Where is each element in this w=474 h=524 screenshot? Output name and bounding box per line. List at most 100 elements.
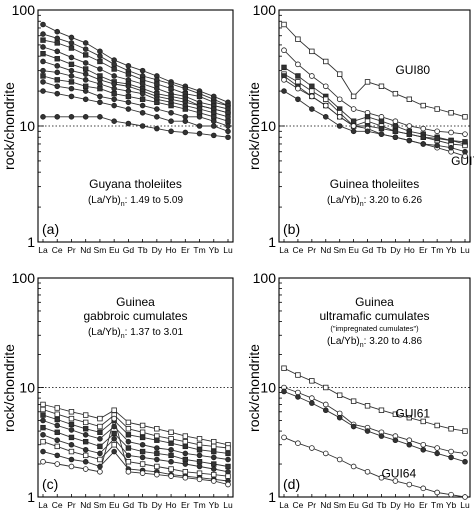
x-tick-label: Yb (446, 500, 457, 510)
data-point (82, 419, 89, 426)
data-point (54, 83, 61, 90)
data-point (392, 437, 399, 444)
series-2 (40, 412, 231, 457)
data-point (225, 468, 231, 475)
data-point (68, 114, 75, 120)
y-tick-label: 1 (27, 489, 35, 505)
data-point (434, 445, 440, 451)
data-point (420, 441, 427, 448)
panel-subtitle: (La/Yb)n: 1.49 to 5.09 (88, 195, 184, 208)
data-point (68, 415, 75, 422)
data-point (182, 129, 189, 136)
data-point (54, 90, 61, 97)
data-point (225, 445, 231, 451)
data-point (434, 142, 440, 149)
data-point (40, 431, 46, 438)
x-tick-label: Pr (308, 245, 317, 255)
data-point (378, 407, 385, 413)
x-tick-label: Dy (152, 500, 163, 510)
data-point (462, 114, 468, 120)
panel-title: Guinea (116, 295, 155, 309)
data-point (139, 109, 146, 116)
data-point (54, 405, 60, 411)
x-tick-label: Gd (123, 245, 135, 255)
data-point (196, 447, 203, 453)
data-point (40, 448, 46, 455)
x-tick-label: Gd (362, 500, 374, 510)
data-point (182, 118, 189, 124)
data-point (420, 102, 426, 109)
x-tick-label: Dy (390, 245, 401, 255)
panel-3: 1 10 100 rock/chondrite La Ce Pr Nd Sm Eu Gd Tb Dy Ho… (246, 270, 471, 510)
panel-subtitle: (La/Yb)n: 3.20 to 6.26 (327, 195, 423, 208)
data-point (434, 106, 440, 112)
x-tick-label: Ce (292, 245, 303, 255)
data-point (196, 114, 203, 120)
y-tick-label: 100 (253, 270, 277, 286)
data-point (364, 118, 371, 124)
data-point (336, 392, 343, 398)
data-point (225, 463, 231, 470)
data-point (82, 77, 89, 83)
data-point (406, 96, 413, 102)
x-tick-label: Tb (377, 245, 387, 255)
data-point (378, 474, 385, 481)
data-point (211, 443, 217, 450)
data-point (168, 466, 174, 472)
data-point (68, 67, 75, 74)
panel-subtitle: (La/Yb)n: 3.20 to 4.86 (327, 336, 423, 349)
data-point (434, 135, 440, 142)
data-point (336, 456, 343, 463)
data-point (420, 134, 426, 140)
data-point (350, 128, 357, 135)
x-tick-label: Pr (67, 500, 76, 510)
x-tick-label: Tb (377, 500, 387, 510)
series-2 (281, 388, 468, 465)
data-point (111, 430, 117, 437)
data-point (448, 137, 454, 144)
data-point (309, 400, 315, 406)
data-point (350, 118, 357, 124)
x-tick-label: Er (419, 245, 428, 255)
series-1 (281, 47, 468, 137)
data-point (392, 90, 399, 97)
data-point (125, 106, 132, 112)
subtitle-suffix: : 3.20 to 4.86 (364, 336, 423, 347)
data-point (82, 40, 89, 46)
data-point (295, 96, 301, 103)
series-0 (281, 365, 468, 434)
y-tick-label: 1 (268, 234, 276, 250)
series-4 (40, 424, 231, 470)
series-1 (40, 406, 231, 451)
data-point (462, 131, 468, 137)
x-tick-label: Ce (292, 500, 303, 510)
data-point (196, 93, 203, 100)
data-point (196, 442, 203, 448)
data-point (168, 440, 174, 446)
data-point (97, 85, 103, 92)
data-point (168, 429, 174, 435)
data-point (82, 412, 89, 418)
series-8 (40, 415, 231, 488)
data-point (97, 66, 103, 72)
x-tick-label: Sm (333, 245, 346, 255)
sample-annotation: GUI64 (381, 467, 416, 481)
data-point (154, 450, 160, 457)
data-point (462, 139, 468, 145)
data-point (182, 85, 189, 92)
data-point (210, 118, 217, 124)
data-point (309, 93, 315, 100)
data-point (323, 384, 329, 391)
y-tick-label: 100 (253, 2, 277, 18)
y-tick-label: 1 (268, 489, 276, 505)
data-point (182, 106, 189, 112)
data-point (125, 88, 132, 94)
data-point (82, 446, 89, 453)
data-point (68, 427, 75, 433)
data-point (125, 459, 132, 465)
subtitle-suffix: : 1.49 to 5.09 (125, 195, 184, 206)
data-point (295, 73, 301, 79)
y-tick-label: 10 (19, 380, 35, 396)
data-point (295, 36, 301, 42)
data-point (40, 88, 46, 94)
